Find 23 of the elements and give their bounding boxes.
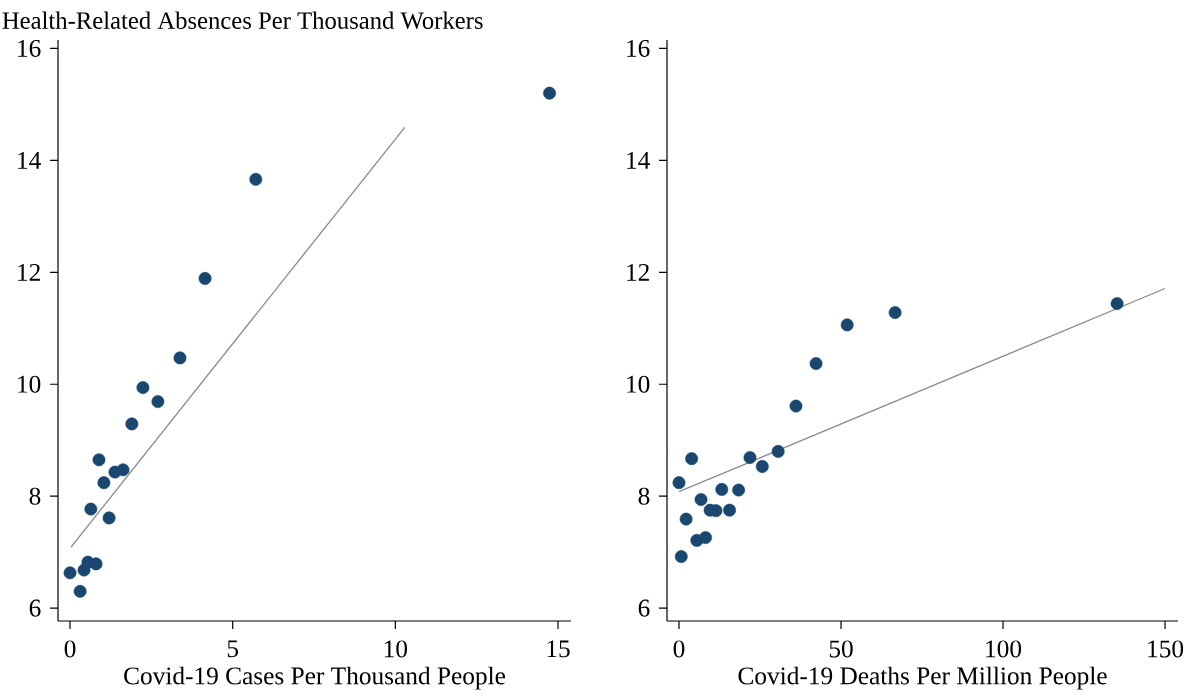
y-tick-label: 16 [18,39,41,57]
x-tick-label: 0 [64,640,76,658]
y-tick-label: 6 [638,599,650,617]
x-tick-label: 0 [673,640,685,658]
x-tick-label: 10 [384,640,408,658]
y-tick-label: 10 [18,375,41,393]
y-tick-label: 8 [29,487,41,505]
x-tick-label: 15 [547,640,570,658]
y-tick-label: 14 [18,151,41,169]
y-tick-label: 8 [638,487,650,505]
x-tick-label: 50 [829,640,853,658]
y-tick-label: 12 [18,263,40,281]
y-tick-label: 6 [29,599,41,617]
chart-title: Health-Related Absences Per Thousand Workers [2,11,483,30]
y-tick-label: 16 [627,39,650,57]
x-tick-label: 5 [227,640,239,658]
x-axis-title: Covid-19 Deaths Per Million People [738,666,1107,690]
y-tick-label: 12 [627,263,649,281]
x-tick-label: 150 [1148,640,1184,658]
y-tick-label: 14 [627,151,650,169]
x-axis-title: Covid-19 Cases Per Thousand People [124,666,506,690]
y-tick-label: 10 [627,375,650,393]
x-tick-label: 100 [986,640,1022,658]
